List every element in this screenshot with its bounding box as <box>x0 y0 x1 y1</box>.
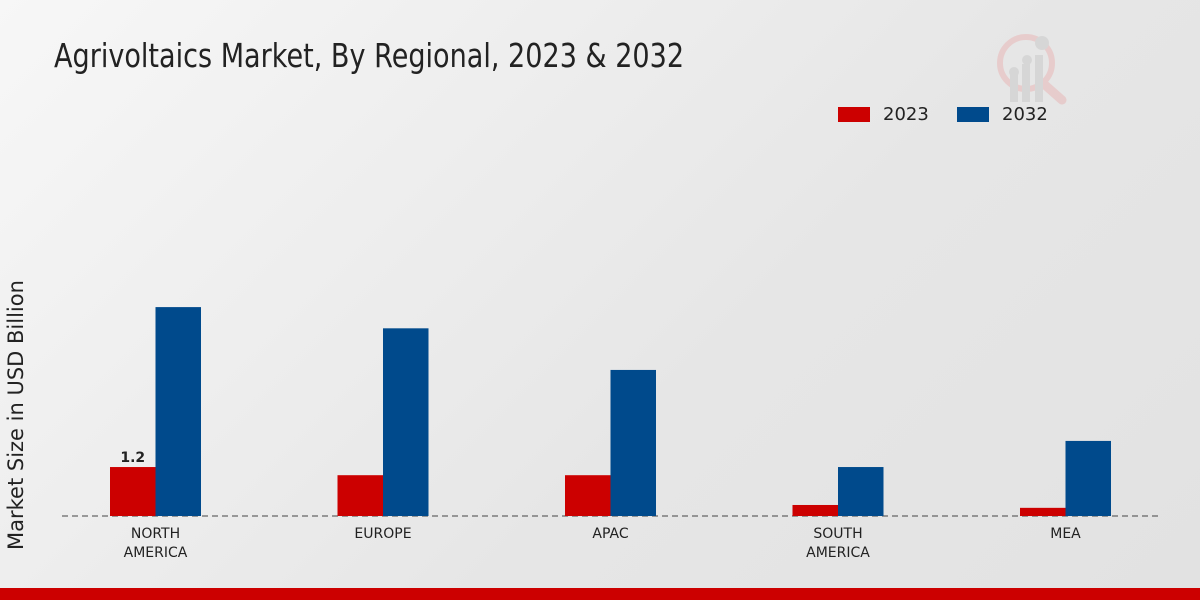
legend-swatch-2032 <box>957 107 989 122</box>
x-tick-label: EUROPE <box>354 526 411 542</box>
legend-swatch-2023 <box>838 107 870 122</box>
legend-item-2032: 2032 <box>957 104 1048 125</box>
legend-label-2032: 2032 <box>1002 104 1048 125</box>
x-tick-label: NORTH <box>131 526 180 542</box>
bar-2032-apac <box>610 369 656 516</box>
bar-2032-south-america <box>838 467 884 516</box>
bar-2023-mea <box>1020 507 1066 516</box>
legend-item-2023: 2023 <box>838 104 929 125</box>
bar-2023-europe <box>337 475 383 516</box>
bar-2032-europe <box>383 328 429 516</box>
bar-2023-north-america <box>110 467 156 516</box>
bar-2023-apac <box>565 475 611 516</box>
legend-label-2023: 2023 <box>883 104 929 125</box>
x-tick-label: MEA <box>1050 526 1081 542</box>
data-label: 1.2 <box>120 450 145 466</box>
watermark-logo <box>997 34 1067 105</box>
bar-2032-north-america <box>155 307 201 516</box>
x-tick-label: AMERICA <box>124 545 188 561</box>
x-tick-label: APAC <box>592 526 628 542</box>
chart-title: Agrivoltaics Market, By Regional, 2023 &… <box>54 36 685 75</box>
x-tick-label: SOUTH <box>813 526 862 542</box>
bar-2032-mea <box>1065 440 1111 516</box>
bar-2023-south-america <box>792 504 838 516</box>
x-tick-label: AMERICA <box>806 545 870 561</box>
footer-accent-bar <box>0 588 1200 600</box>
